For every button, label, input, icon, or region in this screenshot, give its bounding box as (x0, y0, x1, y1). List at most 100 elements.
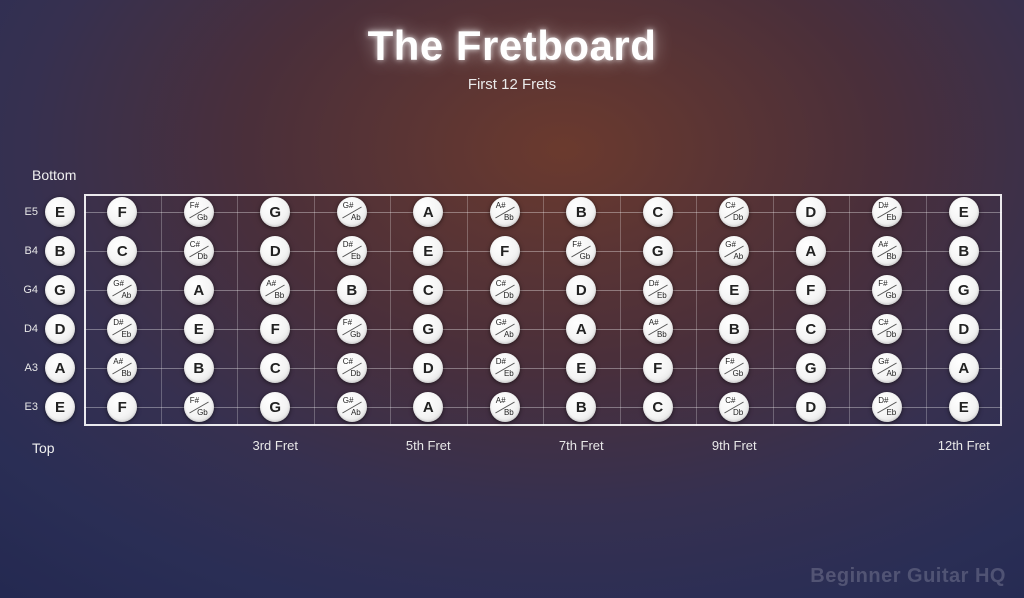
note-sharp: A# (496, 397, 506, 405)
fret-line (696, 194, 697, 426)
note-marker: F (260, 314, 290, 344)
note-flat: Gb (886, 292, 897, 300)
note-flat: Ab (733, 253, 743, 261)
note-marker: G#Ab (337, 197, 367, 227)
note-marker: G (45, 275, 75, 305)
note-sharp: A# (113, 358, 123, 366)
note-sharp: D# (878, 397, 888, 405)
note-flat: Bb (504, 409, 514, 417)
note-flat: Eb (351, 253, 361, 261)
note-marker: D#Eb (490, 353, 520, 383)
note-marker: A (413, 392, 443, 422)
note-marker: G (413, 314, 443, 344)
note-sharp: C# (496, 280, 506, 288)
note-marker: F# Gb (872, 275, 902, 305)
note-marker: A#Bb (107, 353, 137, 383)
string-label: G4 (18, 284, 38, 296)
note-marker: A#Bb (260, 275, 290, 305)
fret-label: 12th Fret (938, 438, 990, 453)
fret-line (314, 194, 315, 426)
note-sharp: C# (878, 319, 888, 327)
note-sharp: G# (496, 319, 507, 327)
note-flat: Db (733, 214, 743, 222)
note-sharp: G# (113, 280, 124, 288)
fret-label: 3rd Fret (252, 438, 298, 453)
note-marker: E (45, 392, 75, 422)
note-marker: F (107, 197, 137, 227)
note-marker: A# Bb (490, 392, 520, 422)
note-marker: C#Db (872, 314, 902, 344)
note-marker: F (643, 353, 673, 383)
note-flat: Bb (504, 214, 514, 222)
note-sharp: A# (649, 319, 659, 327)
note-marker: A (184, 275, 214, 305)
note-marker: B (184, 353, 214, 383)
string-label: B4 (18, 245, 38, 257)
fret-line (467, 194, 468, 426)
note-flat: Db (351, 370, 361, 378)
note-marker: G# Ab (490, 314, 520, 344)
watermark: Beginner Guitar HQ (810, 565, 1006, 588)
string-label: E3 (18, 401, 38, 413)
note-marker: B (949, 236, 979, 266)
note-marker: C (107, 236, 137, 266)
fret-line (620, 194, 621, 426)
note-flat: Ab (504, 331, 514, 339)
note-marker: G (260, 392, 290, 422)
note-sharp: A# (496, 202, 506, 210)
note-sharp: F# (878, 280, 887, 288)
note-marker: A# Bb (490, 197, 520, 227)
note-marker: D (45, 314, 75, 344)
note-sharp: F# (343, 319, 352, 327)
note-marker: F#Gb (184, 197, 214, 227)
page-title: The Fretboard (0, 22, 1024, 70)
note-marker: D (260, 236, 290, 266)
fret-line (237, 194, 238, 426)
note-sharp: A# (266, 280, 276, 288)
fret-line (773, 194, 774, 426)
note-sharp: D# (649, 280, 659, 288)
string-label: A3 (18, 362, 38, 374)
note-marker: C (796, 314, 826, 344)
note-sharp: D# (113, 319, 123, 327)
note-sharp: D# (496, 358, 506, 366)
note-marker: E (566, 353, 596, 383)
note-marker: A (796, 236, 826, 266)
note-flat: Gb (350, 331, 361, 339)
note-flat: Ab (886, 370, 896, 378)
note-flat: Ab (121, 292, 131, 300)
note-flat: Eb (886, 409, 896, 417)
note-marker: A (45, 353, 75, 383)
note-marker: G (949, 275, 979, 305)
note-marker: B (566, 392, 596, 422)
string-label: D4 (18, 323, 38, 335)
note-marker: A#Bb (872, 236, 902, 266)
note-marker: G (260, 197, 290, 227)
note-marker: F#Gb (184, 392, 214, 422)
note-flat: Gb (197, 214, 208, 222)
fret-line (161, 194, 162, 426)
note-sharp: C# (190, 241, 200, 249)
note-sharp: C# (725, 397, 735, 405)
note-flat: Eb (657, 292, 667, 300)
note-sharp: F# (725, 358, 734, 366)
note-marker: D#Eb (107, 314, 137, 344)
note-marker: A (566, 314, 596, 344)
note-marker: B (719, 314, 749, 344)
note-marker: C (413, 275, 443, 305)
note-marker: G# Ab (107, 275, 137, 305)
note-sharp: A# (878, 241, 888, 249)
note-marker: F#Gb (719, 353, 749, 383)
note-sharp: G# (343, 202, 354, 210)
note-marker: D (796, 197, 826, 227)
note-marker: C (643, 392, 673, 422)
note-marker: G#Ab (872, 353, 902, 383)
fret-label: 7th Fret (559, 438, 604, 453)
note-marker: E (45, 197, 75, 227)
note-sharp: C# (725, 202, 735, 210)
note-marker: D# Eb (872, 392, 902, 422)
note-marker: D (413, 353, 443, 383)
note-marker: E (413, 236, 443, 266)
note-marker: D# Eb (643, 275, 673, 305)
note-marker: C (643, 197, 673, 227)
